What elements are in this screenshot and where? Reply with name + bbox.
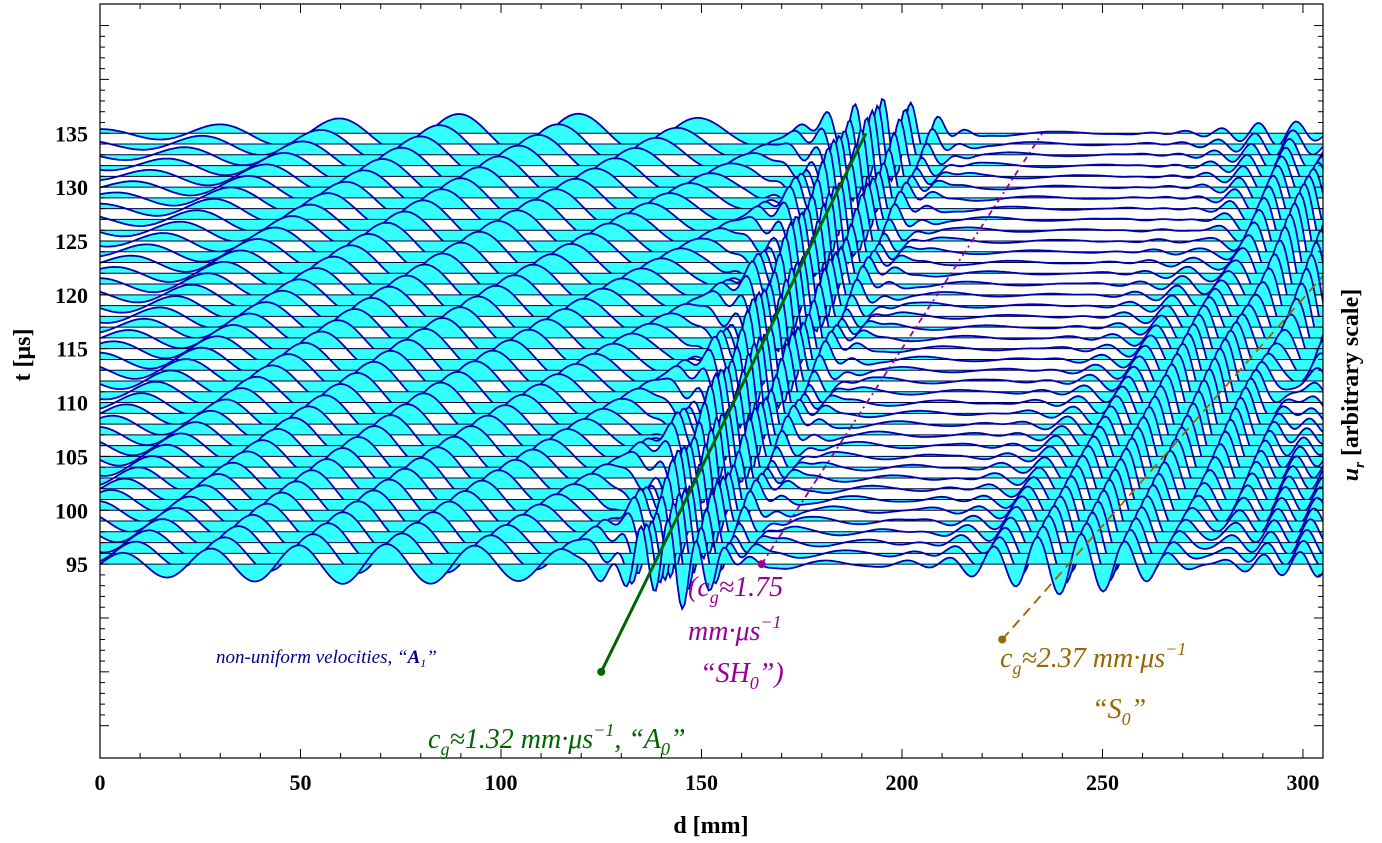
s0-annotation-line1: cg≈2.37 mm·μs−1: [1000, 639, 1186, 678]
x-tick-label: 0: [95, 770, 106, 795]
y-axis-title: t [μs]: [10, 329, 36, 382]
trace-line: [100, 516, 1323, 612]
trace-fill: [100, 402, 1323, 479]
y-tick-label: 120: [55, 283, 88, 308]
trace-line: [100, 172, 1323, 256]
y-tick-label: 125: [55, 229, 88, 254]
trace-fill: [100, 327, 1323, 405]
trace-fill: [100, 493, 1323, 580]
trace-line: [100, 259, 1323, 351]
y-tick-label: 115: [56, 337, 88, 362]
group-velocity-line-sh0: [760, 132, 1044, 565]
trace-fill: [100, 231, 1323, 319]
a0-annotation: cg≈1.32 mm·μs−1, “A0”: [428, 720, 686, 759]
x-axis-ticks: 0 50 100 150 200 250 300: [95, 4, 1319, 795]
y-tick-label: 100: [55, 498, 88, 523]
waveform-traces: [100, 97, 1323, 612]
sh0-annotation-line2: mm·μs−1: [688, 612, 782, 647]
y-axis-ticks: 95 100 105 110 115 120 125 130 135: [55, 25, 1323, 727]
x-tick-label: 300: [1286, 770, 1319, 795]
x-tick-label: 150: [685, 770, 718, 795]
y-tick-label: 110: [56, 391, 88, 416]
group-velocity-lines: [597, 132, 1323, 676]
trace-fill: [100, 204, 1323, 294]
x-tick-label: 50: [289, 770, 311, 795]
x-tick-label: 250: [1086, 770, 1119, 795]
trace-line: [100, 128, 1323, 215]
trace-fill: [100, 332, 1323, 417]
trace-line: [100, 254, 1323, 344]
s0-annotation-line2: “S0”: [1092, 694, 1146, 729]
trace-line: [100, 190, 1323, 284]
x-tick-label: 100: [484, 770, 517, 795]
trace-fill: [100, 482, 1323, 568]
trace-fill: [100, 242, 1323, 328]
trace-fill: [100, 182, 1323, 266]
y-tick-label: 95: [66, 552, 88, 577]
x-axis-title: d [mm]: [673, 813, 748, 839]
trace-line: [100, 325, 1323, 407]
sh0-annotation-line3: “SH0”): [700, 658, 784, 693]
a1-annotation: non-uniform velocities, “A1”: [216, 647, 437, 670]
y-tick-label: 135: [55, 121, 88, 146]
trace-fill: [100, 192, 1323, 282]
x-tick-label: 200: [885, 770, 918, 795]
trace-fill: [100, 174, 1323, 254]
trace-line: [100, 103, 1323, 191]
y-tick-label: 130: [55, 175, 88, 200]
group-velocity-line-s0: [1001, 274, 1323, 641]
trace-line: [100, 384, 1323, 474]
trace-fill: [100, 255, 1323, 342]
y-axis-right-title: ur [arbitrary scale]: [1338, 289, 1368, 481]
trace-line: [100, 443, 1323, 535]
trace-fill: [100, 489, 1323, 578]
trace-fill: [100, 385, 1323, 472]
trace-line: [100, 330, 1323, 418]
y-tick-label: 105: [55, 444, 88, 469]
sh0-annotation-line1: (cg≈1.75: [688, 572, 783, 607]
trace-fill: [100, 261, 1323, 349]
group-velocity-line-a0: [599, 132, 868, 673]
group-velocity-origin-a0: [597, 667, 606, 676]
group-velocity-origin-sh0: [757, 560, 766, 569]
group-velocity-origin-s0: [998, 635, 1007, 644]
